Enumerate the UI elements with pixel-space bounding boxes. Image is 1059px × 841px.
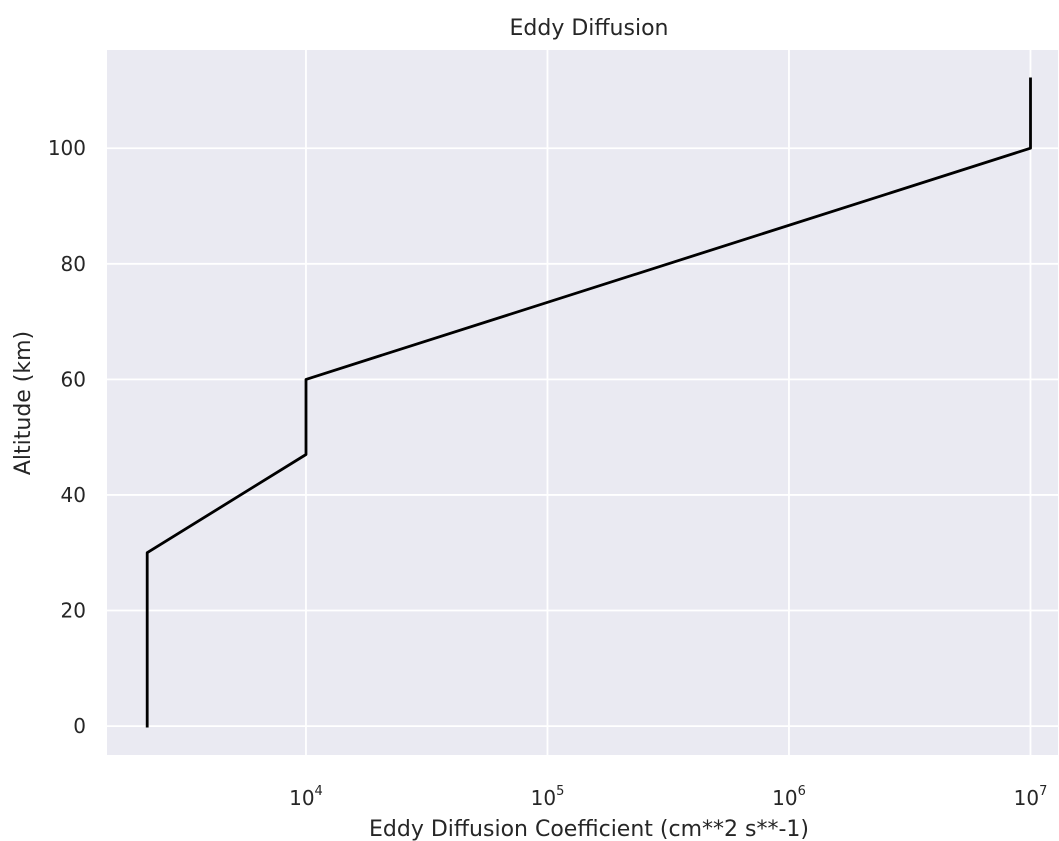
x-tick-label: 105 [531,784,565,810]
x-tick-exponent: 4 [315,784,323,799]
series-line [145,77,1032,728]
x-tick-exponent: 5 [556,784,564,799]
x-tick-exponent: 7 [1039,784,1047,799]
series-lines [145,77,1032,728]
grid-lines [107,50,1058,755]
x-axis-label: Eddy Diffusion Coefficient (cm**2 s**-1) [369,817,809,841]
x-tick-exponent: 6 [798,784,806,799]
y-tick-label: 40 [61,483,86,507]
x-tick-base: 10 [1014,786,1039,810]
y-tick-label: 0 [73,714,86,738]
chart-title: Eddy Diffusion [510,16,669,41]
x-tick-base: 10 [772,786,797,810]
x-tick-label: 104 [289,784,323,810]
x-tick-base: 10 [531,786,556,810]
y-tick-label: 80 [61,252,86,276]
y-tick-label: 60 [61,367,86,391]
x-tick-base: 10 [289,786,314,810]
x-tick-label: 107 [1014,784,1048,810]
x-tick-label: 106 [772,784,806,810]
plot-area [107,50,1058,755]
y-axis-label: Altitude (km) [11,331,36,475]
y-tick-label: 20 [61,599,86,623]
y-tick-label: 100 [48,136,86,160]
